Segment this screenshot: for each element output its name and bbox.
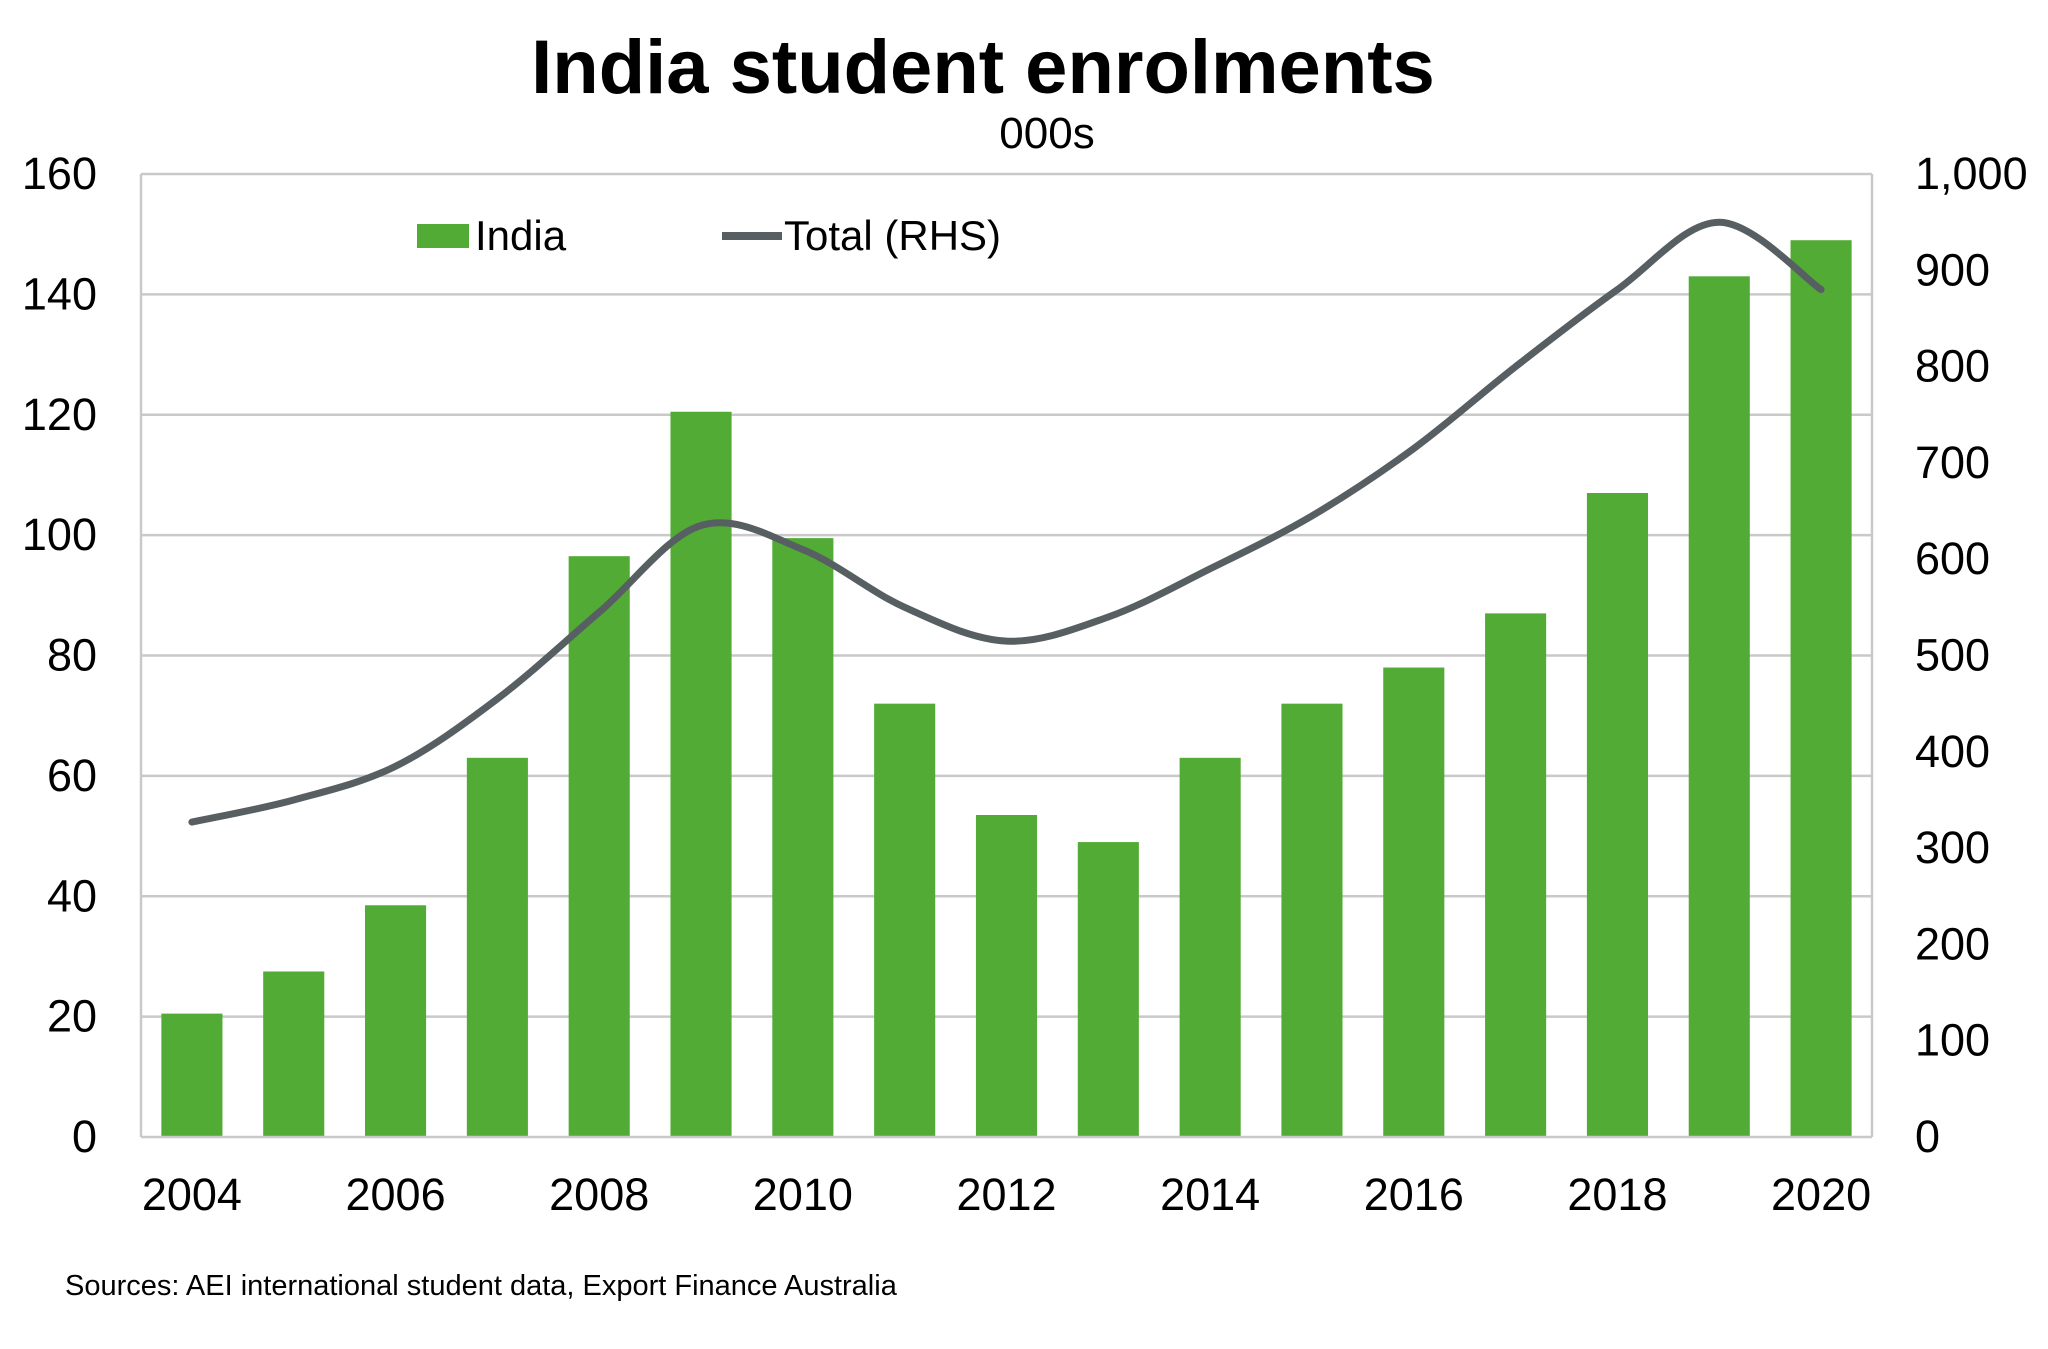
line-total [188, 218, 1825, 826]
bar-india-2019 [1688, 276, 1750, 1138]
x-tick-label: 2012 [956, 1169, 1056, 1220]
bar-india-2020 [1790, 240, 1852, 1138]
left-tick-label: 160 [22, 148, 97, 199]
chart-subtitle: 000s [999, 109, 1094, 158]
x-tick-label: 2004 [142, 1169, 242, 1220]
right-tick-label: 600 [1915, 533, 1990, 584]
left-tick-label: 40 [47, 870, 97, 921]
legend: India Total (RHS) [417, 212, 1001, 259]
chart-title: India student enrolments [531, 25, 1435, 110]
right-tick-label: 400 [1915, 726, 1990, 777]
right-tick-label: 100 [1915, 1015, 1990, 1066]
bar-india-2018 [1586, 492, 1648, 1137]
left-tick-label: 80 [47, 630, 97, 681]
legend-label-india: India [475, 212, 567, 259]
left-tick-label: 20 [47, 991, 97, 1042]
x-axis-ticks: 2004 2006 2008 2010 2012 2014 2016 2018 2020 [142, 1169, 1871, 1220]
right-tick-label: 300 [1915, 822, 1990, 873]
right-tick-label: 700 [1915, 437, 1990, 488]
left-tick-label: 60 [47, 750, 97, 801]
right-tick-label: 800 [1915, 341, 1990, 392]
bar-india-2005 [263, 971, 325, 1137]
right-tick-label: 0 [1915, 1111, 1940, 1162]
right-tick-label: 200 [1915, 918, 1990, 969]
x-tick-label: 2020 [1771, 1169, 1871, 1220]
x-tick-label: 2010 [753, 1169, 853, 1220]
left-axis-ticks: 0 20 40 60 80 100 120 140 160 [22, 148, 97, 1162]
india-bars [161, 240, 1852, 1138]
bar-india-2014 [1179, 757, 1241, 1137]
bar-india-2004 [161, 1013, 223, 1137]
bar-india-2013 [1077, 842, 1139, 1137]
source-note: Sources: AEI international student data,… [65, 1270, 898, 1302]
legend-swatch-india [417, 224, 469, 248]
left-tick-label: 120 [22, 389, 97, 440]
bar-india-2010 [772, 538, 834, 1137]
x-tick-label: 2006 [346, 1169, 446, 1220]
left-tick-label: 100 [22, 509, 97, 560]
x-tick-label: 2018 [1567, 1169, 1667, 1220]
x-tick-label: 2016 [1364, 1169, 1464, 1220]
bar-india-2007 [466, 757, 528, 1137]
bar-india-2017 [1485, 613, 1547, 1137]
right-tick-label: 900 [1915, 244, 1990, 295]
total-line-layer [188, 218, 1825, 826]
bar-india-2006 [365, 905, 427, 1137]
right-tick-label: 500 [1915, 630, 1990, 681]
left-tick-label: 140 [22, 268, 97, 319]
gridlines [141, 172, 1872, 1018]
bar-india-2011 [874, 703, 936, 1137]
right-axis-ticks: 0 100 200 300 400 500 600 700 800 900 1,000 [1915, 148, 2028, 1162]
right-tick-label: 1,000 [1915, 148, 2028, 199]
bar-india-2012 [975, 814, 1038, 1137]
legend-label-total: Total (RHS) [784, 212, 1001, 259]
bar-india-2008 [568, 556, 630, 1137]
bar-india-2015 [1281, 703, 1343, 1137]
x-tick-label: 2014 [1160, 1169, 1260, 1220]
x-tick-label: 2008 [549, 1169, 649, 1220]
left-tick-label: 0 [72, 1111, 97, 1162]
plot-frame [139, 174, 1874, 1139]
bar-india-2016 [1383, 667, 1445, 1137]
